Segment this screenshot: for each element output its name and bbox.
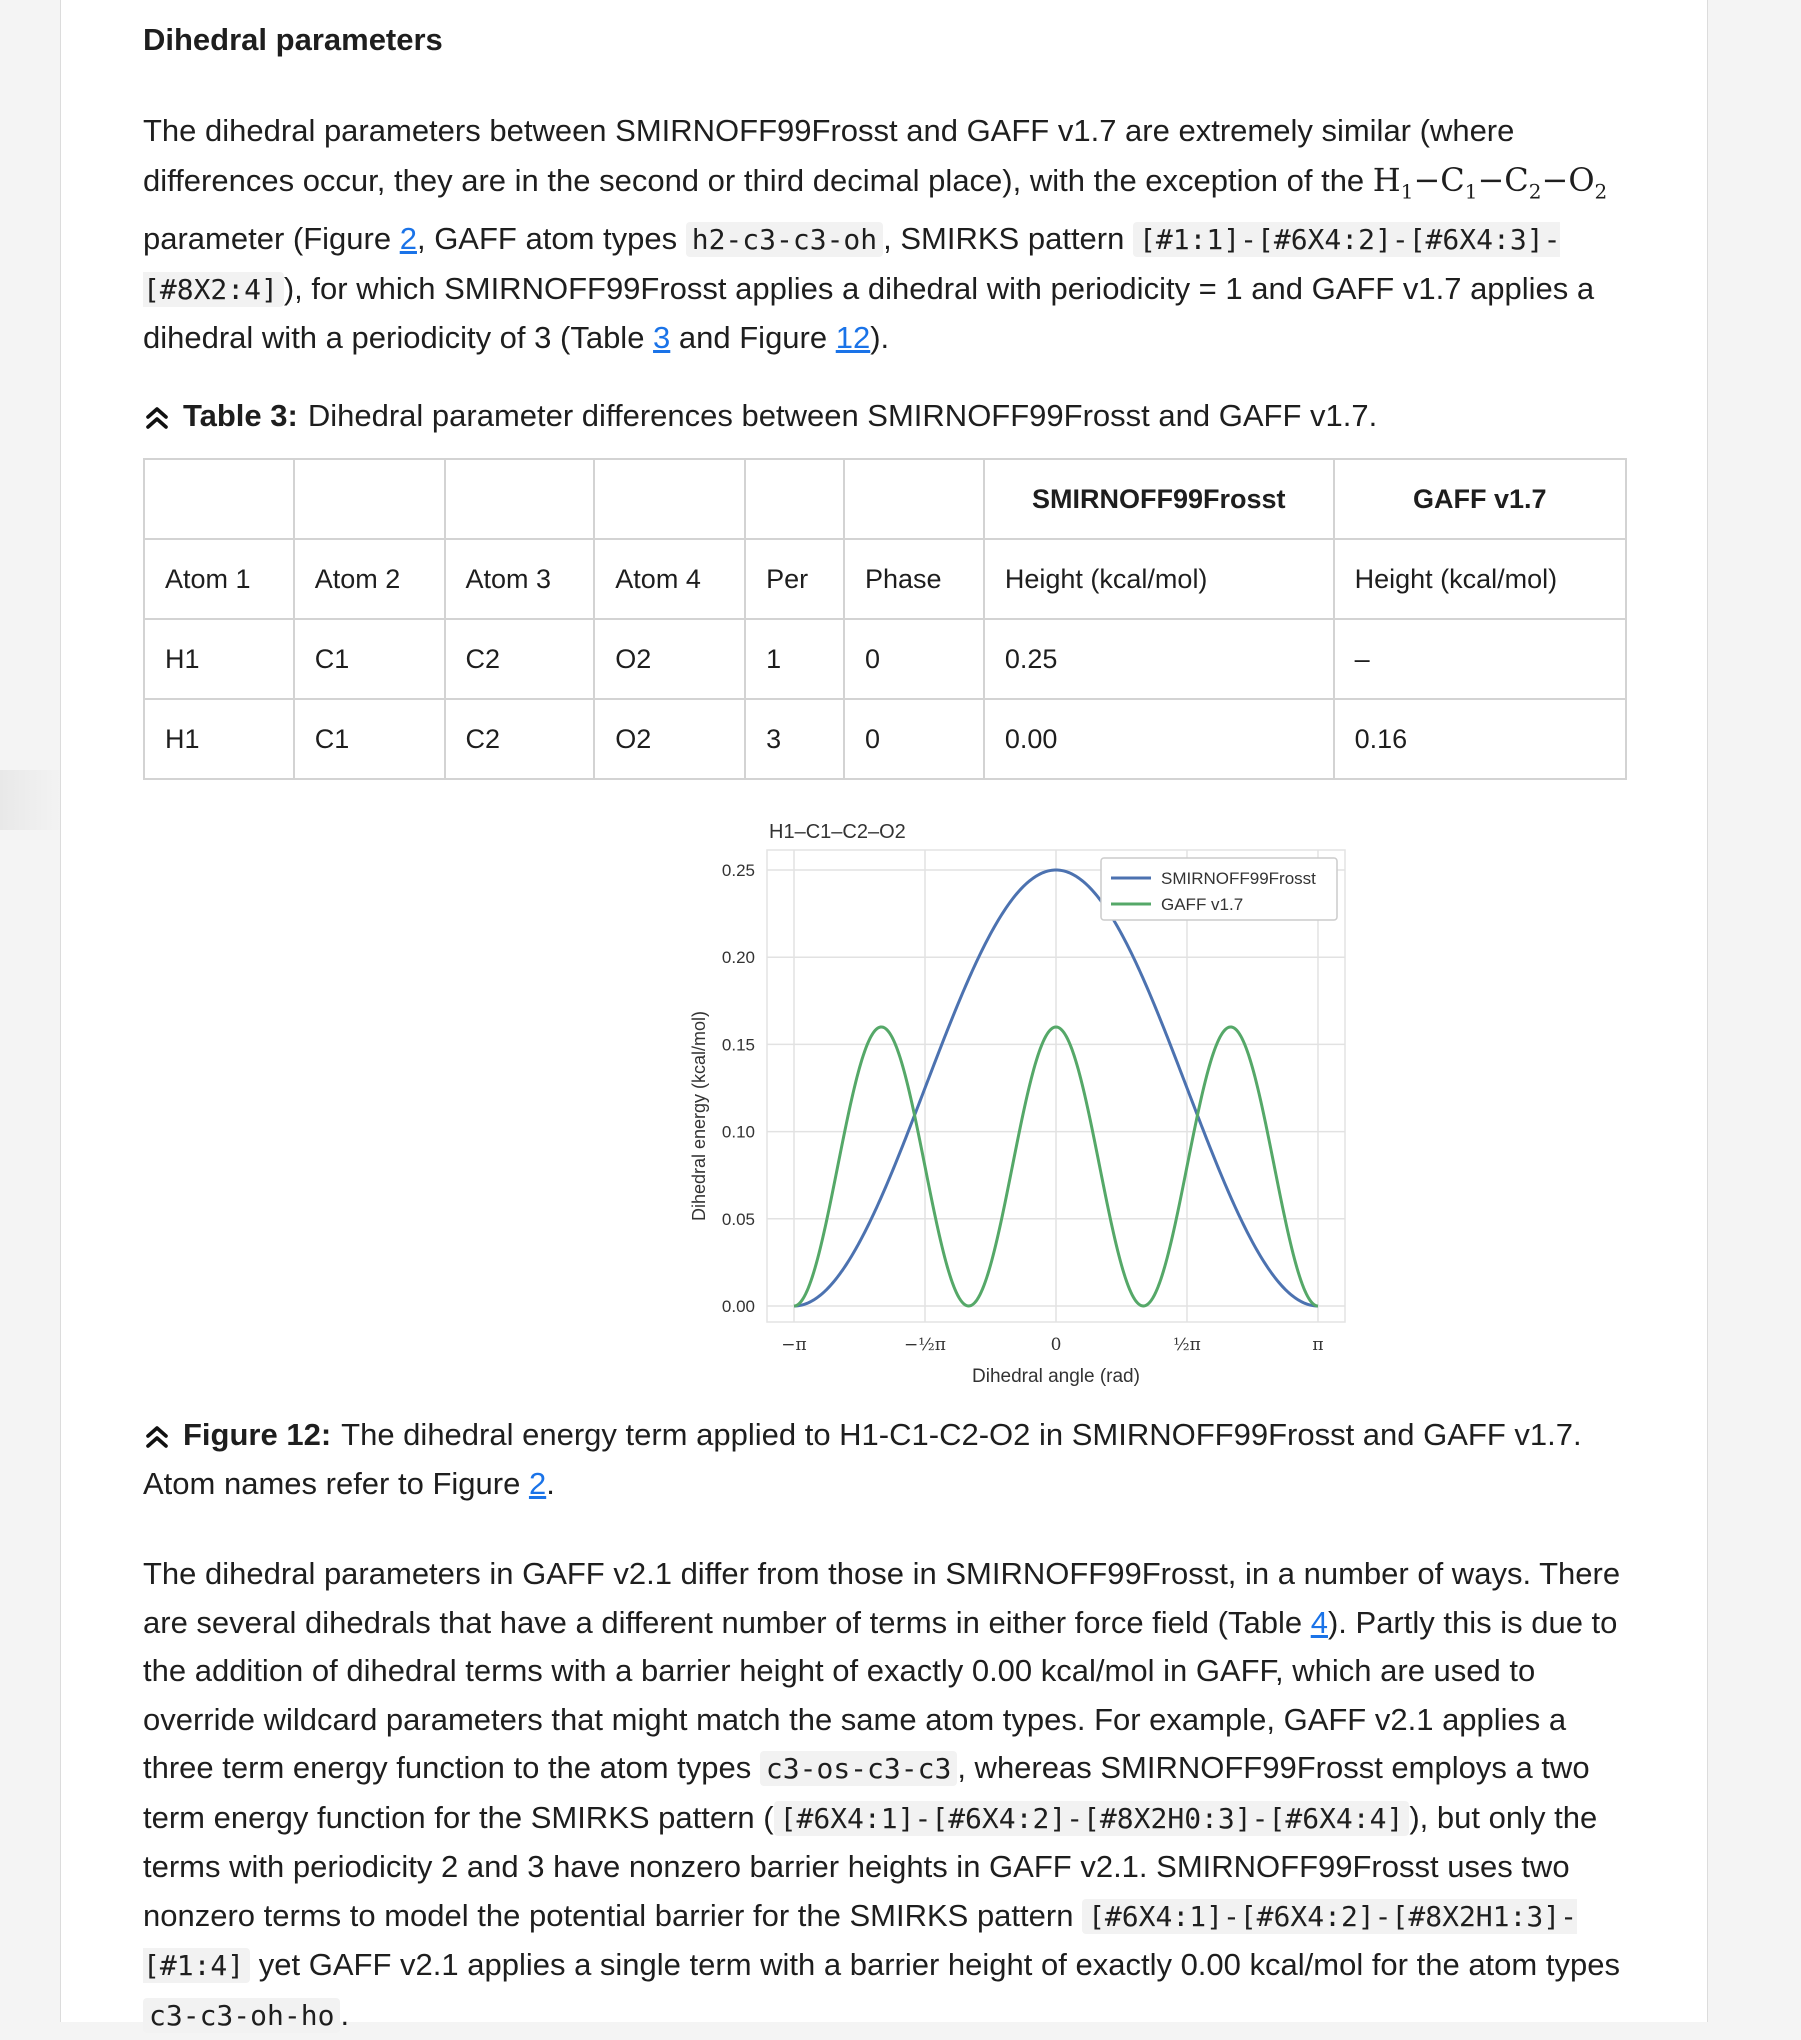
table-cell: C2 — [443, 618, 596, 700]
paragraph-dihedral-intro: The dihedral parameters between SMIRNOFF… — [143, 107, 1623, 363]
table-cell: H1 — [143, 698, 295, 780]
figure-12-link[interactable]: 12 — [835, 320, 871, 356]
column-header: Atom 4 — [593, 538, 747, 620]
y-tick-label: 0.15 — [722, 1035, 755, 1054]
collapse-chevron-icon[interactable] — [143, 1423, 173, 1451]
table-group-header-row: SMIRNOFF99Frosst GAFF v1.7 — [143, 458, 1628, 540]
dihedral-parameter-table: SMIRNOFF99Frosst GAFF v1.7 Atom 1 Atom 2… — [143, 458, 1628, 780]
table-cell: C1 — [292, 698, 446, 780]
column-header: Phase — [842, 538, 985, 620]
x-tick-label: ½π — [1173, 1335, 1201, 1355]
dihedral-math-expression: H1−C1−C2−O2 — [1372, 160, 1608, 203]
article-page: Dihedral parameters The dihedral paramet… — [60, 0, 1708, 2033]
table-cell: O2 — [593, 698, 747, 780]
table-cell: C2 — [443, 698, 596, 780]
table-cell: 0.16 — [1332, 698, 1628, 780]
table-group-header — [292, 458, 446, 540]
atom-types-code: c3-os-c3-c3 — [759, 1751, 958, 1786]
y-tick-label: 0.10 — [722, 1123, 755, 1142]
table-cell: 1 — [744, 618, 845, 700]
text-run: . — [546, 1465, 555, 1501]
legend-label: GAFF v1.7 — [1161, 895, 1243, 914]
text-run: ). — [870, 320, 890, 356]
table-header-row: Atom 1 Atom 2 Atom 3 Atom 4 Per Phase He… — [143, 538, 1628, 620]
table-caption: Table 3: Dihedral parameter differences b… — [143, 392, 1623, 441]
gaff-atom-types-code: h2-c3-c3-oh — [685, 222, 884, 258]
column-header: Atom 3 — [443, 538, 596, 620]
table-cell: O2 — [593, 618, 747, 700]
text-run: parameter (Figure — [143, 221, 400, 257]
table-group-header — [842, 458, 985, 540]
gaff-group-header: GAFF v1.7 — [1332, 458, 1628, 540]
text-run: The dihedral parameters in GAFF v2.1 dif… — [143, 1556, 1621, 1640]
table-cell: 0.25 — [982, 618, 1335, 700]
x-tick-label: π — [1312, 1335, 1323, 1355]
column-header: Height (kcal/mol) — [982, 538, 1335, 620]
y-axis-label: Dihedral energy (kcal/mol) — [689, 1011, 709, 1221]
smirnoff-series-line — [793, 868, 1319, 1308]
figure-2-link[interactable]: 2 — [399, 221, 417, 257]
text-run: The dihedral parameters between SMIRNOFF… — [143, 113, 1515, 198]
column-header: Per — [744, 538, 845, 620]
table-cell: H1 — [143, 618, 295, 700]
table-cell: 0 — [842, 618, 985, 700]
table-row: H1 C1 C2 O2 3 0 0.00 0.16 — [143, 698, 1628, 780]
table-group-header — [593, 458, 747, 540]
table-cell: – — [1332, 618, 1628, 700]
text-run: , SMIRKS pattern — [883, 221, 1133, 257]
table-group-header — [143, 458, 295, 540]
smirks-pattern-code: [#6X4:1]-[#6X4:2]-[#8X2H0:3]-[#6X4:4] — [773, 1800, 1410, 1836]
collapse-chevron-icon[interactable] — [143, 404, 173, 432]
y-tick-label: 0.00 — [722, 1297, 755, 1316]
column-header: Atom 2 — [292, 538, 446, 620]
figure-caption: Figure 12: The dihedral energy term appli… — [143, 1411, 1623, 1508]
section-title: Dihedral parameters — [143, 22, 443, 57]
y-tick-label: 0.20 — [722, 948, 755, 967]
table-cell: 3 — [744, 698, 845, 780]
text-run: ), but only the terms with periodicity 2… — [143, 1799, 1598, 1933]
text-run: ). Partly this is due to the addition of… — [143, 1604, 1618, 1786]
chart-legend — [1100, 857, 1338, 921]
y-tick-label: 0.05 — [722, 1210, 755, 1229]
paragraph-gaff21-differences: The dihedral parameters in GAFF v2.1 dif… — [143, 1550, 1623, 2040]
figure-2-link[interactable]: 2 — [528, 1465, 547, 1501]
table-group-header — [744, 458, 845, 540]
text-run: yet GAFF v2.1 applies a single term with… — [250, 1947, 1620, 1982]
table-caption-text: Dihedral parameter differences between S… — [307, 398, 1378, 433]
table-cell: 0 — [842, 698, 985, 780]
x-tick-label: 0 — [1051, 1335, 1062, 1355]
smirnoff-group-header: SMIRNOFF99Frosst — [982, 458, 1335, 540]
table-caption-label: Table 3: — [183, 398, 298, 433]
figure-caption-label: Figure 12: — [183, 1417, 332, 1452]
column-header: Height (kcal/mol) — [1332, 538, 1628, 620]
atom-types-code: c3-c3-oh-ho — [143, 1997, 341, 2033]
table-row: H1 C1 C2 O2 1 0 0.25 – — [143, 618, 1628, 700]
text-run: , whereas SMIRNOFF99Frosst employs a two… — [143, 1750, 1590, 1835]
table-cell: C1 — [292, 618, 446, 700]
legend-label: SMIRNOFF99Frosst — [1161, 869, 1316, 888]
gaff-series-line — [793, 1025, 1319, 1308]
text-run: The dihedral energy term applied to H1-C… — [143, 1417, 1582, 1501]
table-4-link[interactable]: 4 — [1310, 1604, 1328, 1640]
column-header: Atom 1 — [143, 538, 295, 620]
table-cell: 0.00 — [982, 698, 1335, 780]
text-run: , GAFF atom types — [416, 221, 686, 257]
text-run: and Figure — [670, 320, 836, 356]
chart-title: H1–C1–C2–O2 — [769, 821, 906, 843]
dihedral-energy-chart: 0.00 0.05 0.10 0.15 0.20 0.25 −π −½π 0 ½π π H1–C1–C… — [689, 821, 1346, 1387]
x-tick-label: −π — [781, 1335, 806, 1355]
text-run: ), for which SMIRNOFF99Frosst applies a … — [143, 270, 1595, 356]
table-group-header — [443, 458, 596, 540]
table-3-link[interactable]: 3 — [653, 320, 671, 356]
y-tick-label: 0.25 — [722, 861, 755, 880]
text-run: . — [340, 1996, 350, 2032]
x-tick-label: −½π — [904, 1335, 946, 1355]
x-axis-label: Dihedral angle (rad) — [972, 1366, 1140, 1387]
